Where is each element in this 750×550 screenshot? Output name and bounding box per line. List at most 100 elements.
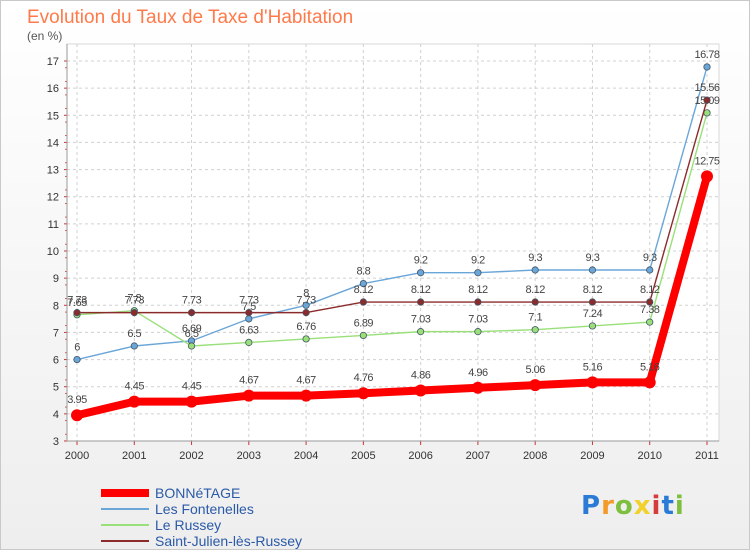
y-tick-label: 10 (47, 246, 59, 258)
data-point (73, 309, 81, 317)
data-label: 9.2 (471, 255, 485, 267)
y-tick-label: 11 (48, 219, 59, 231)
data-label: 4.67 (296, 375, 316, 387)
data-label: 8.12 (354, 284, 374, 296)
y-tick-label: 9 (53, 273, 59, 285)
data-label: 4.67 (239, 375, 259, 387)
y-tick-label: 7 (53, 327, 59, 339)
data-label: 6.76 (296, 321, 316, 333)
data-point (646, 266, 654, 274)
logo-letter: x (633, 491, 652, 521)
data-point (185, 395, 198, 408)
data-point (646, 318, 654, 326)
y-tick-label: 8 (53, 300, 59, 312)
data-label: 8.12 (411, 284, 431, 296)
data-label: 3.95 (67, 394, 87, 406)
data-point (474, 269, 482, 277)
data-label: 7.38 (640, 304, 660, 316)
data-point (474, 298, 482, 306)
data-point (529, 379, 542, 392)
data-point (242, 389, 255, 402)
data-point (359, 279, 367, 288)
data-point (357, 387, 370, 400)
data-point (703, 109, 711, 117)
data-point (471, 381, 484, 394)
data-label: 6.5 (185, 328, 199, 340)
data-point (701, 170, 713, 183)
proxiti-logo: Proxiti (581, 491, 685, 521)
data-label: 4.86 (411, 370, 431, 382)
data-point (417, 328, 425, 336)
data-point (417, 269, 425, 277)
data-label: 8.12 (640, 284, 660, 296)
legend-label: BONNéTAGE (155, 485, 241, 501)
x-tick-label: 2008 (523, 450, 547, 462)
series-line (76, 175, 711, 420)
y-tick-label: 17 (47, 56, 59, 68)
data-point (703, 96, 711, 104)
y-tick-label: 6 (53, 355, 59, 367)
data-label: 8.12 (525, 284, 545, 296)
x-tick-label: 2003 (237, 450, 261, 462)
y-tick-label: 12 (47, 192, 59, 204)
data-point (646, 298, 654, 306)
data-point (703, 63, 711, 71)
data-point (71, 409, 83, 422)
data-label: 6.89 (354, 317, 374, 329)
chart-title: Evolution du Taux de Taxe d'Habitation (27, 7, 354, 28)
logo-letter: o (614, 491, 634, 521)
data-label: 5.16 (640, 361, 660, 373)
data-label: 4.96 (468, 367, 488, 379)
data-label: 4.76 (354, 372, 374, 384)
legend: BONNéTAGE Les Fontenelles Le Russey Saint-J… (101, 485, 302, 549)
data-point (417, 298, 425, 306)
data-point (130, 309, 138, 317)
legend-swatch (101, 489, 149, 497)
data-point (643, 376, 656, 389)
logo-letter: i (651, 491, 662, 521)
logo-letter: t (661, 491, 675, 521)
x-tick-label: 2010 (637, 450, 661, 462)
legend-item: BONNéTAGE (101, 485, 302, 501)
logo-letter: P (581, 491, 602, 521)
y-tick-label: 3 (53, 436, 59, 448)
data-point (245, 309, 253, 317)
data-point (474, 328, 482, 336)
data-point (302, 301, 310, 309)
unit-label: (en %) (27, 29, 63, 43)
data-point (531, 298, 539, 306)
data-label: 9.3 (643, 252, 657, 264)
x-tick-label: 2005 (351, 450, 375, 462)
data-point (302, 335, 310, 343)
data-label: 7.5 (242, 301, 256, 313)
data-label: 16.78 (694, 49, 719, 61)
legend-swatch (101, 524, 149, 526)
data-point (531, 266, 539, 274)
data-label: 9.3 (586, 252, 600, 264)
logo-letter: i (674, 491, 685, 521)
series-line (76, 112, 708, 347)
data-point (245, 338, 253, 347)
logo-letter: r (601, 491, 615, 521)
series-line (76, 66, 708, 361)
data-label: 8.8 (356, 266, 370, 278)
legend-label: Saint-Julien-lès-Russey (155, 533, 303, 549)
data-point (531, 326, 539, 334)
data-point (414, 384, 427, 397)
data-label: 7.73 (239, 295, 259, 307)
data-label: 9.2 (414, 255, 428, 267)
data-label: 7.73 (182, 295, 202, 307)
data-label: 6.69 (182, 323, 202, 335)
data-point (302, 309, 310, 317)
legend-swatch (101, 540, 149, 542)
data-point (130, 342, 138, 350)
y-tick-label: 14 (47, 137, 59, 149)
data-label: 7.8 (127, 293, 141, 305)
legend-item: Le Russey (101, 517, 302, 533)
data-label: 6.5 (127, 328, 141, 340)
x-tick-label: 2011 (695, 450, 719, 462)
data-point (588, 298, 597, 306)
data-point (300, 389, 313, 402)
